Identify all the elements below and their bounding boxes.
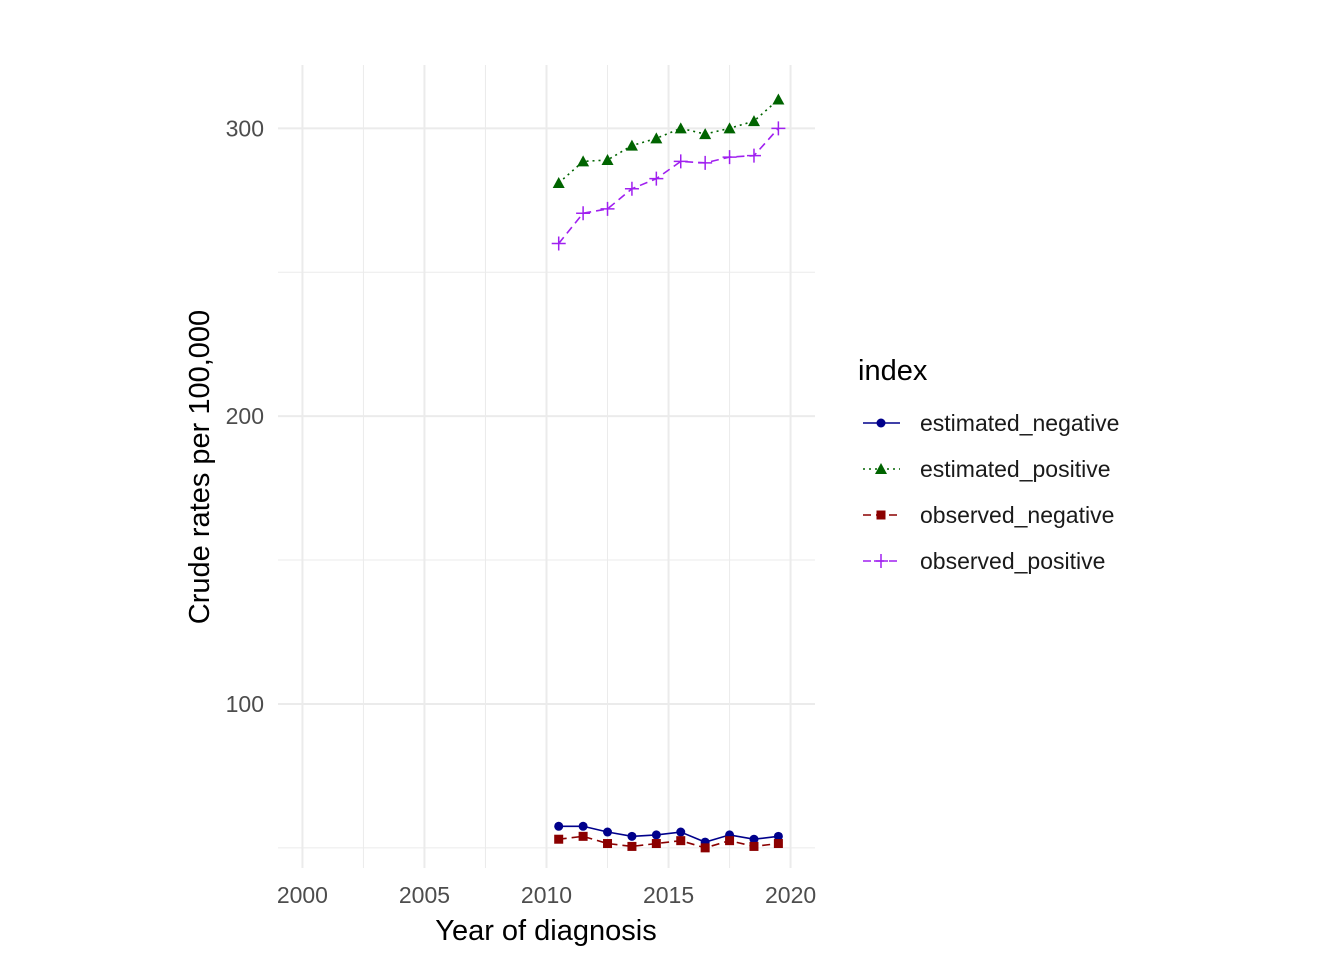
- y-tick-label: 200: [226, 403, 264, 429]
- series-observed_positive: [551, 121, 786, 251]
- series-estimated_positive: [552, 93, 785, 189]
- legend-label: estimated_positive: [920, 456, 1111, 482]
- legend-key-marker: [875, 463, 887, 474]
- series-line-estimated_negative: [558, 825, 779, 843]
- data-point-estimated_negative: [651, 830, 661, 840]
- data-point-observed_negative: [773, 839, 783, 849]
- legend-item-observed_positive: observed_positive: [863, 548, 1105, 574]
- data-point-observed_negative: [700, 843, 710, 853]
- x-tick-label: 2000: [277, 882, 328, 908]
- data-point-estimated_negative: [749, 834, 759, 844]
- data-point-estimated_positive: [625, 139, 638, 151]
- y-axis-tick-labels: 100 200 300: [226, 115, 264, 717]
- data-point-estimated_negative: [578, 821, 588, 831]
- data-point-observed_positive: [673, 154, 688, 169]
- data-point-observed_negative: [676, 836, 686, 846]
- data-point-estimated_positive: [674, 122, 687, 134]
- legend-key-marker: [876, 510, 886, 520]
- legend-label: observed_negative: [920, 502, 1114, 528]
- y-tick-label: 300: [226, 115, 264, 141]
- legend-item-estimated_positive: estimated_positive: [863, 456, 1111, 482]
- data-point-estimated_positive: [772, 93, 785, 105]
- data-point-observed_positive: [624, 181, 639, 196]
- data-point-observed_negative: [651, 839, 661, 849]
- data-point-estimated_positive: [747, 115, 760, 127]
- x-tick-label: 2020: [765, 882, 816, 908]
- data-point-observed_negative: [725, 836, 735, 846]
- data-point-observed_positive: [722, 150, 737, 165]
- x-tick-label: 2015: [643, 882, 694, 908]
- data-point-observed_positive: [649, 171, 664, 186]
- data-point-observed_positive: [746, 148, 761, 163]
- x-tick-label: 2010: [521, 882, 572, 908]
- legend-label: observed_positive: [920, 548, 1105, 574]
- data-point-observed_positive: [600, 201, 615, 216]
- data-point-observed_negative: [554, 834, 564, 844]
- data-point-estimated_negative: [773, 831, 783, 841]
- legend: index estimated_negative estimated_positi…: [858, 355, 1119, 574]
- data-point-observed_negative: [578, 831, 588, 841]
- data-point-estimated_negative: [603, 827, 613, 837]
- y-axis-title: Crude rates per 100,000: [184, 310, 216, 624]
- legend-title: index: [858, 355, 928, 387]
- data-point-estimated_positive: [650, 132, 663, 144]
- data-point-observed_positive: [698, 155, 713, 170]
- data-point-observed_positive: [576, 206, 591, 221]
- legend-label: estimated_negative: [920, 410, 1119, 436]
- legend-key-marker: [876, 418, 886, 428]
- data-point-estimated_positive: [552, 177, 565, 189]
- data-point-estimated_negative: [627, 831, 637, 841]
- x-axis-title: Year of diagnosis: [435, 915, 656, 947]
- y-tick-label: 100: [226, 691, 264, 717]
- series-line-observed_positive: [558, 127, 779, 244]
- data-point-estimated_negative: [676, 827, 686, 837]
- data-point-observed_positive: [551, 236, 566, 251]
- x-tick-label: 2005: [399, 882, 450, 908]
- data-point-observed_negative: [749, 841, 759, 851]
- x-axis-tick-labels: 2000 2005 2010 2015 2020: [277, 882, 816, 908]
- data-point-estimated_positive: [723, 122, 736, 134]
- major-gridlines: [278, 65, 815, 868]
- series-line-observed_negative: [558, 835, 779, 849]
- data-point-observed_negative: [603, 839, 613, 849]
- data-point-estimated_positive: [601, 153, 614, 165]
- legend-item-estimated_negative: estimated_negative: [863, 410, 1119, 436]
- series-layer: [551, 93, 786, 853]
- data-point-estimated_positive: [699, 128, 712, 140]
- legend-item-observed_negative: observed_negative: [863, 502, 1114, 528]
- data-point-estimated_positive: [577, 155, 590, 167]
- data-point-observed_negative: [627, 841, 637, 851]
- legend-key-marker: [874, 554, 888, 568]
- data-point-observed_positive: [771, 121, 786, 136]
- series-observed_negative: [554, 831, 783, 853]
- data-point-estimated_negative: [554, 821, 564, 831]
